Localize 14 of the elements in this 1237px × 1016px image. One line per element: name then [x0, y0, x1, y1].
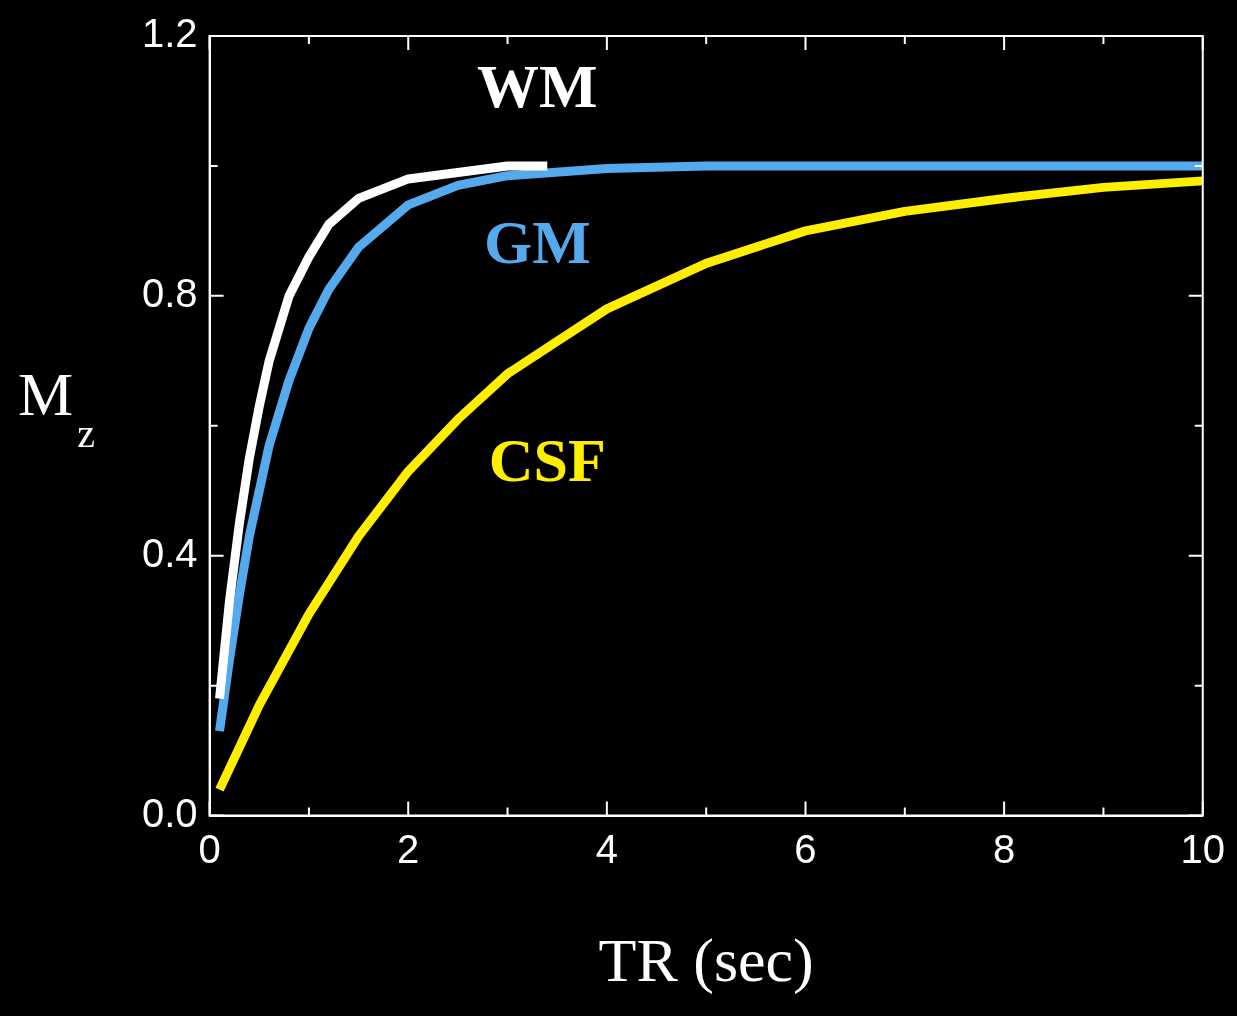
y-tick-label: 0.8	[142, 270, 198, 315]
series-label: GM	[483, 207, 591, 276]
legend-label: WM	[477, 51, 598, 120]
x-tick-label: 2	[397, 826, 420, 871]
y-tick-label: 1.2	[142, 11, 198, 56]
x-tick-label: 4	[595, 826, 618, 871]
x-tick-label: 8	[993, 826, 1016, 871]
series-label: CSF	[488, 425, 606, 494]
y-tick-label: 0.0	[142, 790, 198, 835]
x-axis-title: TR (sec)	[598, 926, 814, 996]
x-tick-label: 6	[794, 826, 817, 871]
x-tick-label: 0	[198, 826, 221, 871]
y-tick-label: 0.4	[142, 530, 198, 575]
x-tick-label: 10	[1180, 826, 1225, 871]
